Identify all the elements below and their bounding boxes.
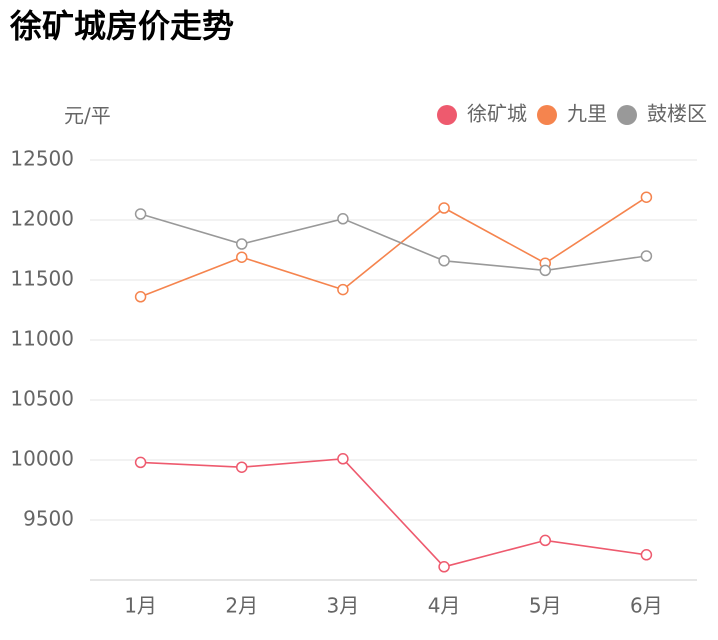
y-tick-label: 12000 xyxy=(10,207,74,231)
point xyxy=(236,238,248,250)
legend-marker xyxy=(437,105,457,125)
series-line xyxy=(140,196,647,298)
y-axis-label: 元/平 xyxy=(64,104,111,128)
point xyxy=(337,213,349,225)
legend-marker xyxy=(537,105,557,125)
legend-label: 鼓楼区 xyxy=(647,102,707,126)
legend-marker xyxy=(617,105,637,125)
point xyxy=(438,202,450,214)
y-tick-label: 10500 xyxy=(10,387,74,411)
x-tick-label: 2月 xyxy=(225,594,258,618)
point xyxy=(236,251,248,263)
point xyxy=(134,291,147,303)
point xyxy=(134,456,147,469)
legend-label: 徐矿城 xyxy=(467,102,527,126)
chart-title: 徐矿城房价走势 xyxy=(9,7,234,45)
point xyxy=(438,255,450,267)
y-tick-label: 12500 xyxy=(10,147,74,171)
x-tick-label: 3月 xyxy=(327,594,360,618)
legend-label: 九里 xyxy=(567,102,607,126)
y-tick-label: 11000 xyxy=(10,327,74,351)
y-tick-label: 9500 xyxy=(23,507,74,531)
point xyxy=(337,283,349,296)
point xyxy=(640,191,653,203)
point xyxy=(640,250,653,262)
point xyxy=(539,264,551,277)
point xyxy=(236,461,248,473)
point xyxy=(539,534,551,547)
y-tick-label: 11500 xyxy=(10,267,74,291)
x-tick-label: 5月 xyxy=(529,594,562,618)
series-line xyxy=(140,457,647,568)
x-tick-label: 4月 xyxy=(428,594,461,618)
x-tick-label: 1月 xyxy=(124,594,157,618)
y-tick-label: 10000 xyxy=(10,447,74,471)
point xyxy=(134,208,147,220)
series-line xyxy=(140,213,647,272)
x-tick-label: 6月 xyxy=(630,594,663,618)
point xyxy=(337,453,349,465)
point xyxy=(640,549,653,561)
point xyxy=(438,561,450,573)
